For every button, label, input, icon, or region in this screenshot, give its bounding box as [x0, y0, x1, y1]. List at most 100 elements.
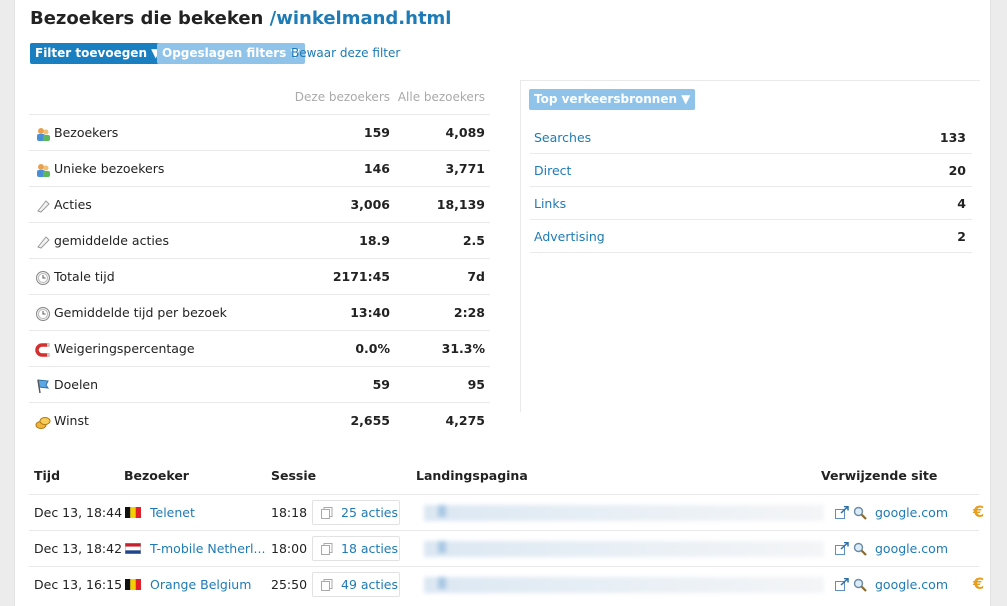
visit-visitor-link[interactable]: T-mobile Netherl... — [150, 541, 266, 556]
landing-page-blurred[interactable] — [424, 577, 824, 593]
main-panel: Bezoekers die bekeken /winkelmand.html F… — [14, 0, 991, 606]
visit-visitor-link[interactable]: Telenet — [150, 505, 195, 520]
stats-label: Gemiddelde tijd per bezoek — [54, 305, 227, 320]
cursor-icon — [37, 236, 50, 249]
page-title: Bezoekers die bekeken /winkelmand.html — [30, 8, 451, 29]
traffic-label[interactable]: Searches — [534, 130, 592, 145]
stats-row: Gemiddelde tijd per bezoek 13:40 2:28 — [29, 294, 490, 330]
stats-value-all: 31.3% — [441, 341, 485, 356]
visit-session: 18:18 — [271, 505, 308, 520]
pages-icon — [321, 543, 333, 555]
visits-header-time: Tijd — [34, 468, 61, 483]
stats-row: Bezoekers 159 4,089 — [29, 114, 490, 150]
landing-page-blurred[interactable] — [424, 541, 824, 557]
page-title-page-link[interactable]: /winkelmand.html — [269, 8, 452, 29]
belgium-flag-icon — [125, 507, 141, 518]
visit-row: Dec 13, 16:15 Orange Belgium 25:50 49 ac… — [29, 566, 984, 602]
clock-icon — [36, 271, 50, 285]
stats-value-all: 2:28 — [453, 305, 485, 320]
revenue-icon: € — [973, 502, 985, 521]
visit-actions-label[interactable]: 49 acties — [341, 577, 398, 592]
visit-session: 25:50 — [271, 577, 308, 592]
stats-value-this: 18.9 — [359, 233, 390, 248]
visit-actions-button[interactable]: 25 acties — [312, 500, 400, 525]
stats-value-this: 159 — [363, 125, 390, 140]
visits-header-visitor: Bezoeker — [124, 468, 189, 483]
stats-label: Totale tijd — [54, 269, 115, 284]
visit-actions-label[interactable]: 18 acties — [341, 541, 398, 556]
visit-session: 18:00 — [271, 541, 308, 556]
traffic-value: 2 — [957, 229, 966, 244]
external-link-icon[interactable] — [835, 542, 849, 555]
page-title-prefix: Bezoekers die bekeken — [30, 8, 264, 29]
traffic-row[interactable]: Direct 20 — [530, 154, 972, 187]
stats-value-this: 2,655 — [350, 413, 390, 428]
search-icon — [853, 578, 867, 592]
traffic-value: 133 — [939, 130, 966, 145]
stats-value-this: 59 — [372, 377, 390, 392]
revenue-icon: € — [973, 574, 985, 593]
search-icon — [853, 542, 867, 556]
cursor-icon — [37, 200, 50, 213]
stats-row: Weigeringspercentage 0.0% 31.3% — [29, 330, 490, 366]
stats-value-all: 2.5 — [462, 233, 485, 248]
stats-row: Winst 2,655 4,275 — [29, 402, 490, 438]
external-link-icon[interactable] — [835, 578, 849, 591]
stats-value-this: 0.0% — [355, 341, 390, 356]
visits-header-landing: Landingspagina — [416, 468, 528, 483]
visitors-icon — [37, 128, 50, 141]
stats-row: Doelen 59 95 — [29, 366, 490, 402]
stats-label: Unieke bezoekers — [54, 161, 165, 176]
landing-page-blurred[interactable] — [424, 505, 824, 521]
traffic-label[interactable]: Links — [534, 196, 567, 211]
referrer-link[interactable]: google.com — [875, 541, 948, 556]
goal-flag-icon — [37, 379, 50, 394]
stats-value-all: 4,089 — [445, 125, 485, 140]
stats-value-all: 18,139 — [436, 197, 485, 212]
visit-row: Dec 13, 18:42 T-mobile Netherl... 18:00 … — [29, 530, 979, 566]
referrer-link[interactable]: google.com — [875, 505, 948, 520]
traffic-label[interactable]: Advertising — [534, 229, 605, 244]
stats-value-all: 95 — [467, 377, 485, 392]
coins-icon — [35, 417, 51, 429]
traffic-row[interactable]: Searches 133 — [530, 121, 972, 154]
stats-value-all: 7d — [467, 269, 485, 284]
stats-label: Winst — [54, 413, 89, 428]
magnet-icon — [35, 343, 50, 357]
stats-value-this: 3,006 — [350, 197, 390, 212]
stats-col-all: Alle bezoekers — [397, 90, 485, 104]
saved-filters-button[interactable]: Opgeslagen filters ▼ — [157, 43, 305, 64]
pages-icon — [321, 507, 333, 519]
referrer-link[interactable]: google.com — [875, 577, 948, 592]
unique-visitors-icon — [37, 164, 50, 177]
filter-add-button[interactable]: Filter toevoegen ▼ — [30, 43, 166, 64]
visit-time: Dec 13, 18:42 — [34, 541, 123, 556]
stats-value-this: 13:40 — [350, 305, 390, 320]
stats-label: gemiddelde acties — [54, 233, 170, 248]
stats-row: Acties 3,006 18,139 — [29, 186, 490, 222]
stats-row: Totale tijd 2171:45 7d — [29, 258, 490, 294]
visit-actions-label[interactable]: 25 acties — [341, 505, 398, 520]
visit-row: Dec 13, 18:44 Telenet 18:18 25 acties go… — [29, 494, 984, 530]
stats-value-all: 4,275 — [445, 413, 485, 428]
visits-header-session: Sessie — [271, 468, 317, 483]
traffic-row[interactable]: Advertising 2 — [530, 220, 972, 253]
traffic-value: 20 — [948, 163, 966, 178]
stats-row: gemiddelde acties 18.9 2.5 — [29, 222, 490, 258]
save-filter-link[interactable]: Bewaar deze filter — [291, 46, 401, 60]
stats-value-this: 2171:45 — [332, 269, 390, 284]
netherlands-flag-icon — [125, 543, 141, 554]
belgium-flag-icon — [125, 579, 141, 590]
visit-time: Dec 13, 18:44 — [34, 505, 123, 520]
traffic-value: 4 — [957, 196, 966, 211]
visit-visitor-link[interactable]: Orange Belgium — [150, 577, 252, 592]
visit-actions-button[interactable]: 49 acties — [312, 572, 400, 597]
external-link-icon[interactable] — [835, 506, 849, 519]
stats-row: Unieke bezoekers 146 3,771 — [29, 150, 490, 186]
traffic-label[interactable]: Direct — [534, 163, 572, 178]
search-icon — [853, 506, 867, 520]
pages-icon — [321, 579, 333, 591]
traffic-sources-dropdown[interactable]: Top verkeersbronnen ▼ — [529, 89, 696, 110]
visit-actions-button[interactable]: 18 acties — [312, 536, 400, 561]
traffic-row[interactable]: Links 4 — [530, 187, 972, 220]
